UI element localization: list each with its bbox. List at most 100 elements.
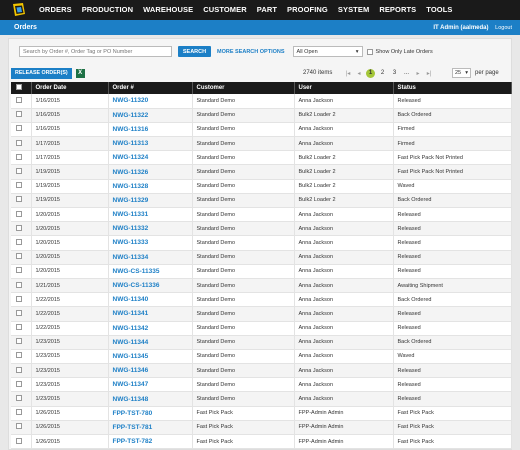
order-number-link[interactable]: NWG-11348 bbox=[112, 395, 149, 403]
order-number-link[interactable]: NWG-11341 bbox=[112, 310, 149, 318]
table-row[interactable]: 1/23/2015 NWG-11347 Standard Demo Anna Jack… bbox=[11, 377, 512, 393]
select-all-checkbox[interactable] bbox=[16, 84, 23, 90]
table-row[interactable]: 1/20/2015 NWG-11334 Standard Demo Anna Jack… bbox=[11, 250, 512, 265]
row-checkbox[interactable] bbox=[16, 224, 23, 231]
table-row[interactable]: 1/26/2015 FPP-TST-782 Fast Pick Pack FPP-Ad… bbox=[11, 434, 512, 450]
table-row[interactable]: 1/20/2015 NWG-11332 Standard Demo Anna Jack… bbox=[11, 221, 512, 237]
table-row[interactable]: 1/19/2015 NWG-11326 Standard Demo Bulk2 Loa… bbox=[11, 164, 512, 180]
row-checkbox[interactable] bbox=[16, 96, 23, 103]
row-checkbox[interactable] bbox=[16, 309, 23, 316]
row-checkbox[interactable] bbox=[16, 409, 23, 416]
page-2[interactable]: 2 bbox=[380, 70, 385, 76]
order-number-link[interactable]: NWG-11316 bbox=[112, 125, 149, 133]
row-checkbox[interactable] bbox=[16, 380, 23, 387]
page-1[interactable]: 1 bbox=[366, 68, 375, 78]
column-header-user[interactable]: User bbox=[294, 82, 394, 94]
table-row[interactable]: 1/20/2015 NWG-11331 Standard Demo Anna Jack… bbox=[11, 207, 512, 223]
row-checkbox[interactable] bbox=[16, 352, 23, 359]
row-checkbox[interactable] bbox=[16, 153, 23, 160]
row-checkbox[interactable] bbox=[16, 196, 23, 203]
excel-export-icon[interactable]: X bbox=[75, 68, 85, 78]
row-checkbox[interactable] bbox=[16, 437, 23, 444]
page-size-select[interactable]: 25 ▾ bbox=[452, 68, 471, 78]
page-more[interactable]: ... bbox=[403, 70, 409, 76]
table-row[interactable]: 1/23/2015 NWG-11344 Standard Demo Anna Jack… bbox=[11, 335, 512, 350]
order-number-link[interactable]: NWG-11324 bbox=[112, 154, 149, 162]
first-page-icon[interactable]: |◂ bbox=[345, 70, 351, 77]
column-header-order-number[interactable]: Order # bbox=[108, 82, 193, 94]
row-checkbox[interactable] bbox=[16, 267, 23, 274]
order-number-link[interactable]: NWG-11344 bbox=[112, 338, 149, 346]
order-number-link[interactable]: NWG-11342 bbox=[112, 324, 149, 332]
order-number-link[interactable]: NWG-11333 bbox=[112, 239, 149, 247]
last-page-icon[interactable]: ▸| bbox=[426, 70, 432, 77]
row-checkbox[interactable] bbox=[16, 125, 23, 132]
order-number-link[interactable]: NWG-11345 bbox=[112, 352, 149, 360]
order-number-link[interactable]: NWG-11328 bbox=[112, 182, 149, 190]
order-number-link[interactable]: NWG-11347 bbox=[112, 381, 149, 389]
order-number-link[interactable]: NWG-CS-11335 bbox=[112, 267, 160, 275]
row-checkbox[interactable] bbox=[16, 395, 23, 402]
select-all-header[interactable] bbox=[11, 82, 32, 94]
late-orders-toggle[interactable]: Show Only Late Orders bbox=[366, 48, 433, 55]
table-row[interactable]: 1/21/2015 NWG-CS-11336 Standard Demo Anna J… bbox=[11, 278, 512, 294]
late-orders-checkbox[interactable] bbox=[366, 48, 373, 55]
table-row[interactable]: 1/22/2015 NWG-11342 Standard Demo Anna Jack… bbox=[11, 321, 512, 336]
order-number-link[interactable]: FPP-TST-782 bbox=[112, 438, 153, 446]
prev-page-icon[interactable]: ◂ bbox=[357, 70, 361, 77]
row-checkbox[interactable] bbox=[16, 253, 23, 260]
row-checkbox[interactable] bbox=[16, 295, 23, 302]
order-number-link[interactable]: NWG-11313 bbox=[112, 140, 149, 148]
row-checkbox[interactable] bbox=[16, 281, 23, 288]
row-checkbox[interactable] bbox=[16, 210, 23, 217]
table-row[interactable]: 1/20/2015 NWG-11333 Standard Demo Anna Jack… bbox=[11, 235, 512, 251]
table-row[interactable]: 1/26/2015 FPP-TST-780 Fast Pick Pack FPP-Ad… bbox=[11, 406, 512, 421]
nav-item-reports[interactable]: REPORTS bbox=[379, 5, 417, 14]
table-row[interactable]: 1/20/2015 NWG-CS-11335 Standard Demo Anna J… bbox=[11, 264, 512, 279]
nav-item-orders[interactable]: ORDERS bbox=[39, 5, 72, 14]
row-checkbox[interactable] bbox=[16, 111, 23, 118]
table-row[interactable]: 1/23/2015 NWG-11348 Standard Demo Anna Jack… bbox=[11, 391, 512, 407]
order-number-link[interactable]: NWG-11340 bbox=[112, 296, 149, 304]
row-checkbox[interactable] bbox=[16, 324, 23, 331]
row-checkbox[interactable] bbox=[16, 338, 23, 345]
logout-link[interactable]: Logout bbox=[495, 24, 512, 31]
search-button[interactable]: SEARCH bbox=[178, 46, 211, 57]
release-orders-button[interactable]: RELEASE ORDER(S) bbox=[11, 67, 72, 79]
page-3[interactable]: 3 bbox=[392, 70, 397, 76]
row-checkbox[interactable] bbox=[16, 366, 23, 373]
order-number-link[interactable]: NWG-11326 bbox=[112, 168, 149, 176]
table-row[interactable]: 1/17/2015 NWG-11313 Standard Demo Anna Jack… bbox=[11, 136, 512, 152]
search-input[interactable] bbox=[19, 46, 172, 57]
table-row[interactable]: 1/16/2015 NWG-11320 Standard Demo Anna Jack… bbox=[11, 94, 512, 109]
row-checkbox[interactable] bbox=[16, 168, 23, 175]
order-number-link[interactable]: NWG-11331 bbox=[112, 211, 149, 219]
table-row[interactable]: 1/19/2015 NWG-11328 Standard Demo Bulk2 Loa… bbox=[11, 179, 512, 194]
order-number-link[interactable]: NWG-11346 bbox=[112, 367, 149, 375]
next-page-icon[interactable]: ▸ bbox=[416, 70, 420, 77]
table-row[interactable]: 1/17/2015 NWG-11324 Standard Demo Bulk2 Loa… bbox=[11, 150, 512, 166]
nav-item-part[interactable]: PART bbox=[256, 5, 278, 14]
table-row[interactable]: 1/16/2015 NWG-11322 Standard Demo Bulk2 Loa… bbox=[11, 108, 512, 123]
nav-item-proofing[interactable]: PROOFING bbox=[287, 5, 328, 14]
table-row[interactable]: 1/26/2015 FPP-TST-781 Fast Pick Pack FPP-Ad… bbox=[11, 420, 512, 436]
table-row[interactable]: 1/19/2015 NWG-11329 Standard Demo Bulk2 Loa… bbox=[11, 193, 512, 209]
nav-item-customer[interactable]: CUSTOMER bbox=[203, 5, 247, 14]
column-header-customer[interactable]: Customer bbox=[192, 82, 295, 94]
more-search-options-link[interactable]: MORE SEARCH OPTIONS bbox=[217, 48, 285, 55]
row-checkbox[interactable] bbox=[16, 139, 23, 146]
nav-item-warehouse[interactable]: WAREHOUSE bbox=[143, 5, 194, 14]
row-checkbox[interactable] bbox=[16, 238, 23, 245]
order-number-link[interactable]: FPP-TST-780 bbox=[112, 409, 153, 417]
order-number-link[interactable]: NWG-11320 bbox=[112, 97, 149, 105]
app-logo[interactable] bbox=[4, 1, 34, 19]
order-number-link[interactable]: NWG-11332 bbox=[112, 225, 149, 233]
row-checkbox[interactable] bbox=[16, 423, 23, 430]
row-checkbox[interactable] bbox=[16, 182, 23, 189]
table-row[interactable]: 1/22/2015 NWG-11340 Standard Demo Anna Jack… bbox=[11, 292, 512, 308]
nav-item-system[interactable]: SYSTEM bbox=[337, 5, 370, 14]
table-row[interactable]: 1/23/2015 NWG-11345 Standard Demo Anna Jack… bbox=[11, 349, 512, 365]
table-row[interactable]: 1/22/2015 NWG-11341 Standard Demo Anna Jack… bbox=[11, 306, 512, 322]
order-filter-select[interactable]: All Open ▾ bbox=[292, 46, 363, 57]
order-number-link[interactable]: NWG-11334 bbox=[112, 253, 149, 261]
